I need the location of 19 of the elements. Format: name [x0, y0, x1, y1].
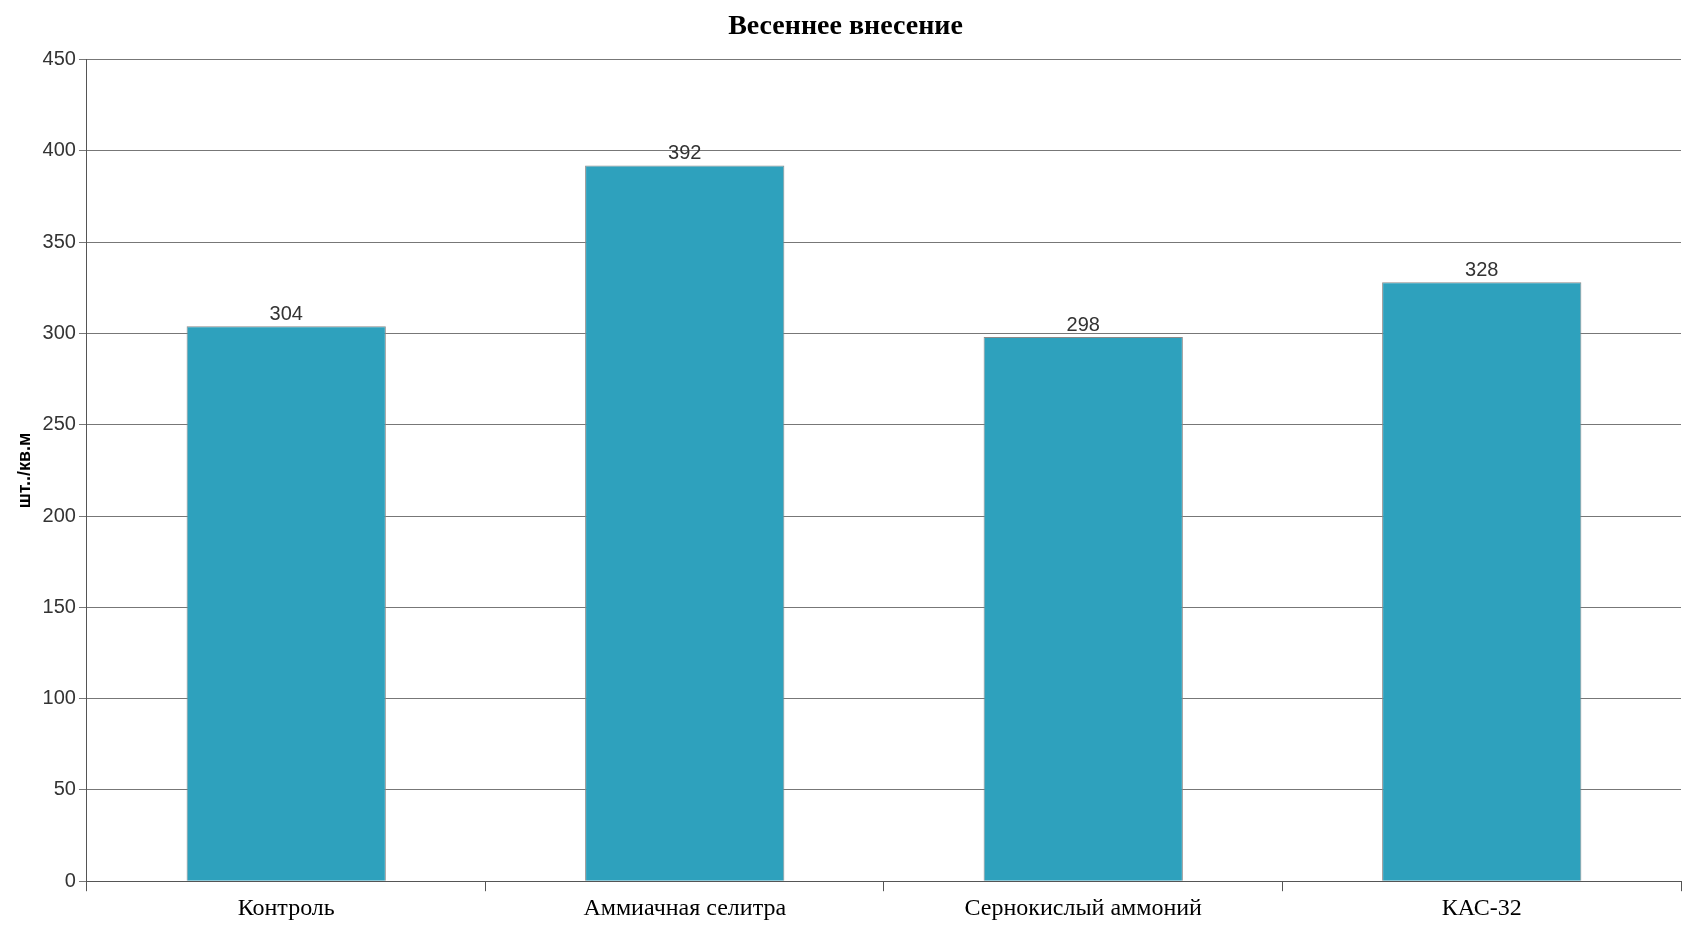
- data-label: 304: [269, 301, 303, 324]
- y-tick-label: 100: [42, 686, 76, 709]
- y-tick-label: 150: [42, 594, 76, 617]
- y-tick-label: 350: [42, 229, 76, 252]
- data-label: 328: [1465, 257, 1499, 280]
- x-tick-label: КАС-32: [1441, 893, 1522, 920]
- x-tick-label: Контроль: [237, 893, 335, 920]
- y-tick-label: 200: [42, 503, 76, 526]
- y-tick-label: 0: [64, 868, 76, 891]
- y-tick-label: 300: [42, 320, 76, 343]
- y-tick-label: 400: [42, 138, 76, 161]
- chart-title: Весеннее внесение: [728, 9, 963, 41]
- x-tick-label: Аммиачная селитра: [583, 893, 787, 920]
- y-tick-label: 250: [42, 412, 76, 435]
- y-tick-label: 50: [53, 777, 76, 800]
- data-label: 298: [1066, 312, 1100, 335]
- y-tick-label: 450: [42, 47, 76, 70]
- y-axis-title: шт../кв.м: [13, 432, 34, 509]
- x-tick-label: Сернокислый аммоний: [964, 893, 1203, 920]
